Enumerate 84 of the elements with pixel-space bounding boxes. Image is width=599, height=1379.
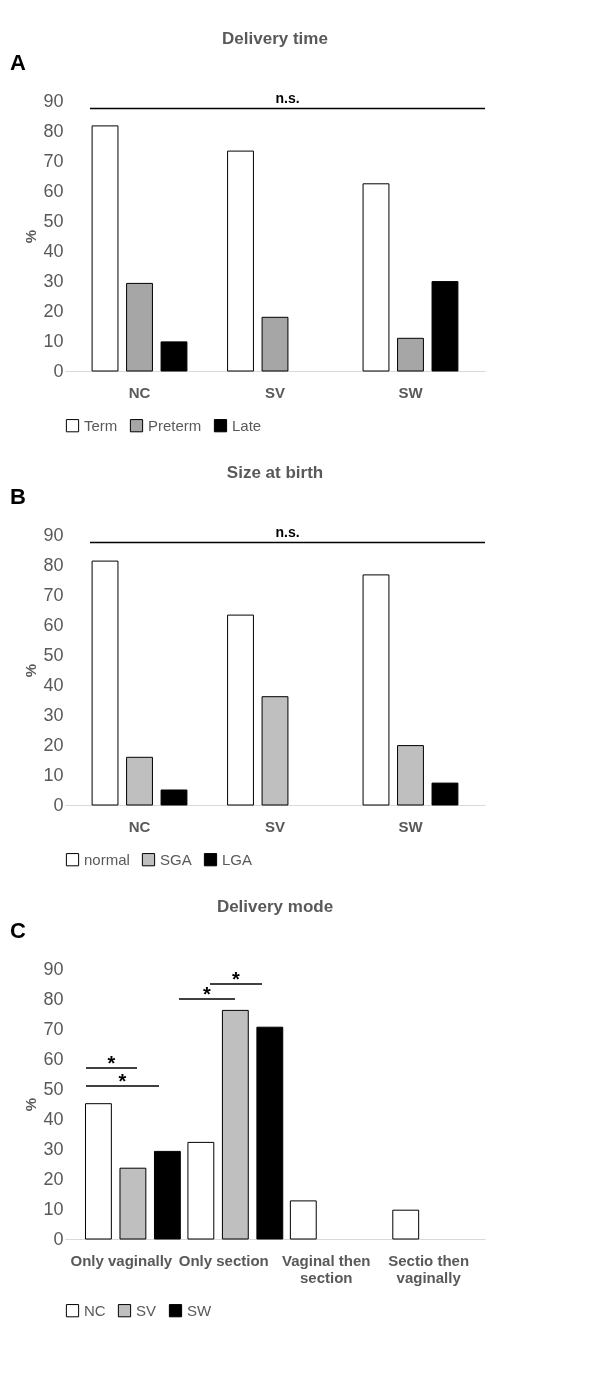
- y-tick-label: 40: [43, 1108, 64, 1129]
- y-axis-title: %: [22, 229, 40, 244]
- text: B: [10, 484, 26, 509]
- bar: [362, 183, 390, 372]
- chart-title: Size at birth: [226, 463, 324, 482]
- bar: [362, 574, 390, 806]
- y-tick-label: 90: [43, 90, 64, 111]
- text: C: [10, 918, 26, 943]
- y-tick-label: 30: [43, 1138, 64, 1159]
- y-tick-label: 50: [43, 644, 64, 665]
- legend-label: Late: [232, 416, 262, 434]
- bar: [392, 1209, 420, 1240]
- y-tick-label: 40: [43, 240, 64, 261]
- y-tick-label: 50: [43, 1078, 64, 1099]
- bar: [84, 1103, 112, 1240]
- bar: [153, 1150, 181, 1240]
- ref-line-label: n.s.: [275, 523, 300, 540]
- y-tick-label: 20: [43, 300, 64, 321]
- y-tick-label: 50: [43, 210, 64, 231]
- y-tick-label: 30: [43, 270, 64, 291]
- legend-label: SV: [136, 1301, 157, 1319]
- y-tick-label: 0: [53, 360, 64, 381]
- y-axis-title: %: [22, 1097, 40, 1112]
- legend-label: normal: [84, 850, 130, 868]
- chart-title: Delivery time: [222, 29, 328, 48]
- legend-label: SW: [187, 1301, 212, 1319]
- bar: [119, 1167, 147, 1240]
- bar: [261, 696, 289, 806]
- bar: [91, 125, 119, 372]
- y-tick-label: 80: [43, 120, 64, 141]
- legend-label: Term: [84, 416, 118, 434]
- bar: [227, 614, 254, 806]
- y-tick-label: 80: [43, 554, 64, 575]
- y-tick-label: 20: [43, 734, 64, 755]
- legend-label: NC: [84, 1301, 106, 1319]
- y-axis-title: %: [22, 663, 40, 678]
- y-tick-label: 10: [43, 764, 64, 785]
- bar: [221, 1009, 249, 1240]
- bar: [397, 337, 424, 372]
- bar: [91, 560, 119, 806]
- y-tick-label: 90: [43, 958, 64, 979]
- y-tick-label: 80: [43, 988, 64, 1009]
- bar: [227, 150, 254, 372]
- bar: [187, 1141, 215, 1240]
- x-tick-label: NC: [128, 817, 151, 835]
- y-tick-label: 30: [43, 704, 64, 725]
- x-tick-label: SV: [264, 383, 286, 401]
- chart-title: Delivery mode: [216, 897, 334, 916]
- x-tick-label: SW: [398, 817, 424, 835]
- bar: [160, 341, 188, 372]
- legend-label: Preterm: [148, 416, 202, 434]
- y-tick-label: 90: [43, 524, 64, 545]
- text: A: [10, 50, 26, 75]
- y-tick-label: 0: [53, 1228, 64, 1249]
- y-tick-label: 0: [53, 794, 64, 815]
- bar: [397, 745, 424, 806]
- bar: [289, 1200, 317, 1240]
- bar: [160, 789, 188, 806]
- x-tick-label: Sectio then vaginally: [388, 1251, 470, 1286]
- x-tick-label: SV: [264, 817, 286, 835]
- y-tick-label: 70: [43, 584, 64, 605]
- x-tick-label: Only vaginally: [70, 1251, 173, 1269]
- x-tick-label: Vaginal then section: [282, 1251, 371, 1286]
- y-tick-label: 10: [43, 330, 64, 351]
- legend-label: LGA: [222, 850, 253, 868]
- x-tick-label: Only section: [178, 1251, 269, 1269]
- bar: [431, 782, 459, 806]
- y-tick-label: 10: [43, 1198, 64, 1219]
- x-tick-label: NC: [128, 383, 151, 401]
- y-tick-label: 40: [43, 674, 64, 695]
- y-tick-label: 70: [43, 150, 64, 171]
- bar: [256, 1026, 284, 1240]
- x-tick-label: SW: [398, 383, 424, 401]
- y-tick-label: 70: [43, 1018, 64, 1039]
- bar: [126, 756, 153, 806]
- bar: [126, 282, 153, 372]
- y-tick-label: 60: [43, 1048, 64, 1069]
- bar: [261, 316, 289, 372]
- ref-line-label: n.s.: [275, 89, 300, 106]
- y-tick-label: 20: [43, 1168, 64, 1189]
- y-tick-label: 60: [43, 180, 64, 201]
- y-tick-label: 60: [43, 614, 64, 635]
- legend-label: SGA: [160, 850, 192, 868]
- bar: [431, 281, 459, 372]
